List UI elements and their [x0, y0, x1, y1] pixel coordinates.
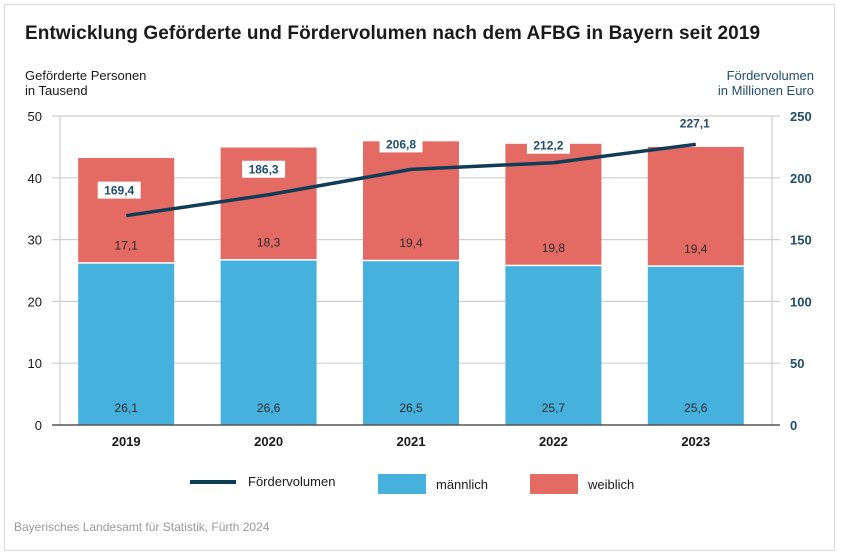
bar-maennlich — [505, 266, 602, 425]
bar-label-weiblich: 18,3 — [257, 236, 281, 250]
legend: Fördervolumen männlich weiblich — [0, 474, 841, 496]
line-label: 169,4 — [104, 184, 134, 198]
bar-weiblich — [647, 146, 744, 266]
line-label-bg — [526, 136, 570, 154]
left-axis-label-line2: in Tausend — [25, 83, 88, 98]
y-tick-left: 30 — [28, 233, 42, 248]
legend-label: Fördervolumen — [248, 474, 336, 489]
bar-label-maennlich: 26,1 — [115, 401, 139, 415]
y-tick-left: 0 — [35, 418, 42, 433]
legend-box-swatch — [530, 474, 578, 494]
bar-label-weiblich: 19,4 — [399, 236, 423, 250]
x-tick-label: 2020 — [254, 434, 283, 449]
legend-box-swatch — [378, 474, 426, 494]
line-label-bg — [97, 181, 141, 199]
y-tick-right: 250 — [790, 109, 812, 124]
y-tick-left: 10 — [28, 356, 42, 371]
left-axis-label-line1: Geförderte Personen — [25, 68, 147, 83]
bar-label-weiblich: 17,1 — [115, 239, 139, 253]
y-tick-left: 20 — [28, 294, 42, 309]
bar-maennlich — [78, 263, 175, 425]
line-label: 227,1 — [680, 116, 710, 130]
y-tick-right: 200 — [790, 171, 812, 186]
bar-label-maennlich: 25,6 — [684, 401, 708, 415]
bar-label-maennlich: 26,6 — [257, 401, 281, 415]
line-label-bg — [242, 160, 286, 178]
bar-label-weiblich: 19,8 — [542, 241, 566, 255]
bar-maennlich — [363, 261, 459, 425]
x-tick-label: 2023 — [681, 434, 710, 449]
legend-item-weiblich: weiblich — [530, 474, 634, 494]
y-tick-right: 50 — [790, 356, 804, 371]
y-tick-right: 150 — [790, 233, 812, 248]
legend-item-maennlich: männlich — [378, 474, 488, 494]
x-tick-label: 2022 — [539, 434, 568, 449]
legend-line-swatch — [190, 479, 236, 484]
y-tick-right: 0 — [790, 418, 797, 433]
right-axis-label-line1: Fördervolumen — [726, 68, 814, 83]
legend-item-foerdervolumen: Fördervolumen — [190, 474, 335, 489]
legend-label: weiblich — [588, 476, 635, 492]
right-axis-label: Fördervolumen in Millionen Euro — [718, 68, 814, 98]
x-tick-label: 2019 — [112, 434, 141, 449]
bar-weiblich — [363, 141, 459, 260]
y-tick-right: 100 — [790, 294, 812, 309]
right-axis-label-line2: in Millionen Euro — [717, 83, 814, 98]
bar-label-maennlich: 25,7 — [542, 401, 566, 415]
chart-title: Entwicklung Geförderte und Fördervolumen… — [25, 23, 761, 44]
bar-maennlich — [220, 260, 317, 425]
y-tick-left: 50 — [28, 109, 42, 124]
y-tick-left: 40 — [28, 171, 42, 186]
bar-label-maennlich: 26,5 — [399, 401, 423, 415]
source-note: Bayerisches Landesamt für Statistik, Für… — [14, 520, 270, 534]
line-label-bg — [379, 135, 423, 153]
line-label: 186,3 — [249, 163, 279, 177]
line-label: 212,2 — [533, 139, 563, 153]
legend-label: männlich — [436, 476, 489, 492]
line-label: 206,8 — [386, 137, 416, 151]
left-axis-label: Geförderte Personen in Tausend — [25, 68, 146, 98]
bar-maennlich — [647, 266, 744, 425]
bar-label-weiblich: 19,4 — [684, 242, 708, 256]
x-tick-label: 2021 — [397, 434, 426, 449]
